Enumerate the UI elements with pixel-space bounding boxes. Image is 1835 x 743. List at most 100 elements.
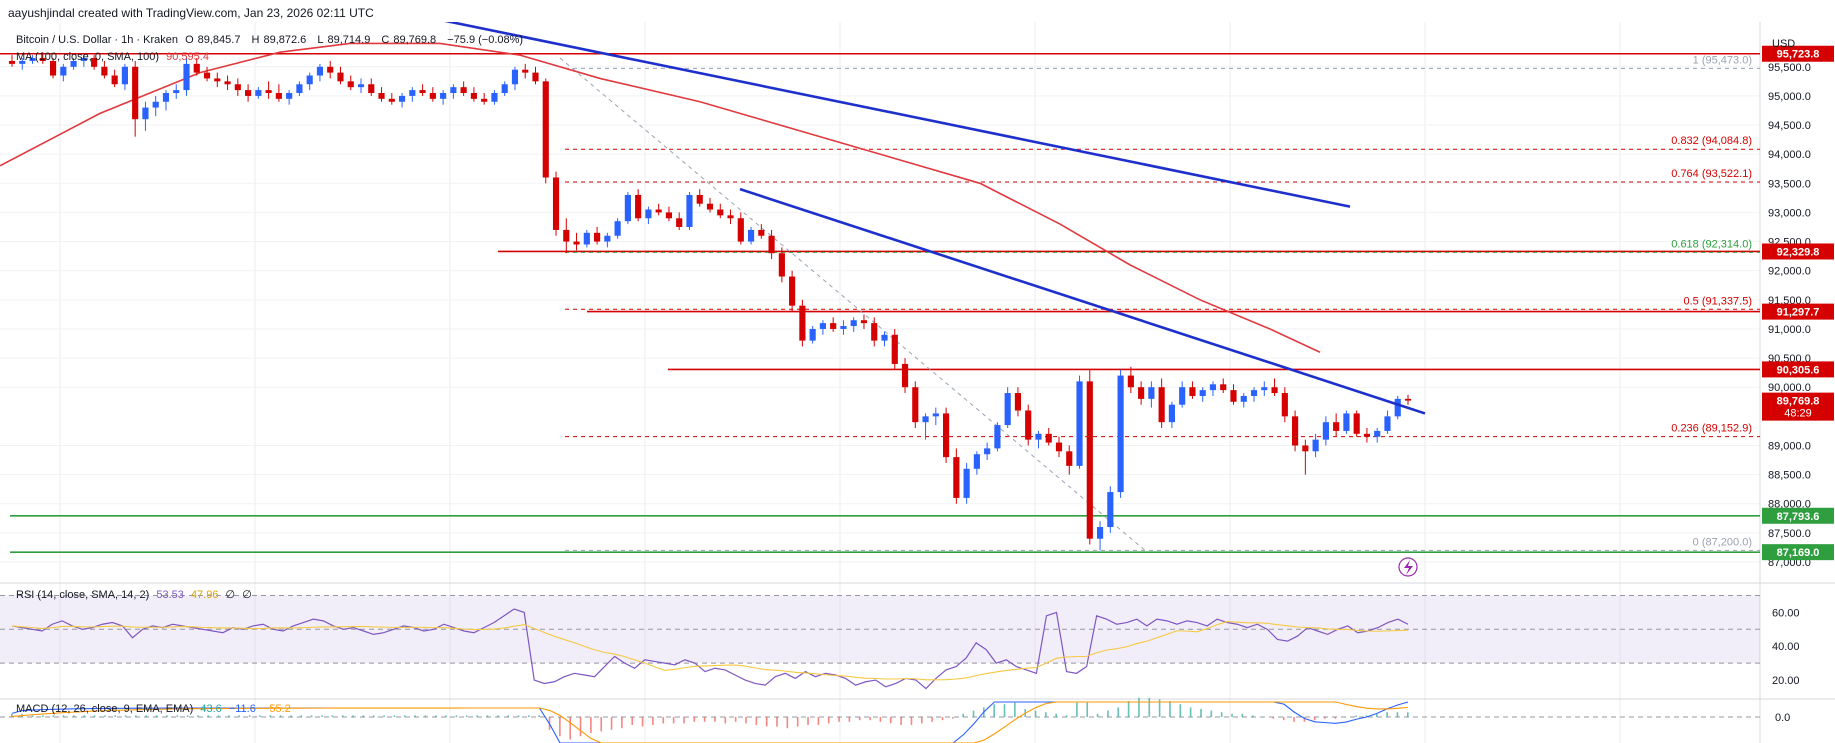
candle — [635, 189, 642, 222]
macd-hist-bar — [610, 717, 613, 730]
c-label: C — [381, 34, 390, 46]
candle — [80, 55, 87, 67]
candle — [132, 60, 139, 137]
macd-hist-bar — [207, 715, 210, 717]
macd-hist-bar — [1055, 713, 1058, 717]
candle — [511, 66, 519, 91]
price-tag-bg — [1762, 544, 1834, 561]
candle-body — [470, 93, 477, 99]
candle-body — [830, 323, 837, 329]
macd-hist-bar — [879, 717, 882, 722]
candle — [460, 81, 467, 96]
candle-body — [645, 209, 652, 219]
macd-hist-bar — [259, 715, 261, 717]
candle — [1312, 433, 1319, 458]
macd-hist-bar — [269, 715, 272, 717]
macd-hist-bar — [796, 717, 799, 727]
candle-body — [214, 78, 221, 82]
candle-body — [614, 221, 621, 236]
macd-hist-bar — [1045, 712, 1047, 717]
macd-hist-bar — [1282, 717, 1285, 721]
candle — [337, 66, 344, 85]
macd-hist-bar — [176, 715, 179, 717]
price-tag: 95,723.8 — [1762, 45, 1834, 62]
macd-hist-bar — [693, 717, 696, 722]
lightning-icon-bolt — [1404, 560, 1413, 575]
candle-body — [635, 194, 642, 219]
candle — [758, 224, 765, 239]
candle — [809, 326, 816, 344]
candle-body — [49, 60, 57, 76]
macd-hist-bar — [1117, 707, 1120, 717]
candle-body — [152, 101, 159, 108]
candle-body — [91, 58, 98, 67]
macd-hist-bar — [1324, 717, 1326, 719]
candle — [768, 229, 775, 260]
macd-hist-bar — [1386, 712, 1388, 717]
macd-hist-bar — [889, 717, 892, 724]
macd-hist-bar — [1220, 712, 1223, 717]
ohlc-o: O 89,845.7 — [185, 34, 244, 46]
candle-body — [316, 66, 324, 76]
candle — [717, 203, 724, 219]
macd-hist-bar — [1231, 713, 1233, 717]
candle-body — [511, 69, 519, 85]
candle-body — [922, 416, 929, 423]
candle — [552, 171, 560, 236]
candle-body — [552, 177, 560, 230]
rsi-sma-value: 47.96 — [190, 589, 219, 601]
macd-hist-bar — [166, 715, 168, 717]
candle-body — [183, 63, 190, 91]
candle-body — [1271, 387, 1278, 394]
rsi-v3: ∅ — [225, 589, 236, 601]
candle-body — [1302, 445, 1309, 452]
candle-body — [327, 66, 334, 73]
macd-hist-bar — [31, 715, 34, 717]
price-tick: 95,500.0 — [1768, 62, 1811, 74]
candle — [1179, 381, 1186, 408]
candle — [1363, 428, 1371, 443]
candle — [624, 192, 631, 225]
candle-body — [563, 229, 570, 242]
l-value: 89,714.9 — [327, 34, 371, 46]
candle-body — [286, 93, 293, 99]
candle-body — [665, 212, 673, 219]
candle-body — [111, 75, 118, 85]
candle — [1261, 381, 1268, 396]
candle — [440, 90, 447, 105]
candle-body — [409, 90, 416, 96]
candle — [419, 84, 426, 96]
macd-hist-bar — [1313, 717, 1316, 721]
candlesticks — [8, 52, 1412, 551]
candle — [1230, 384, 1237, 405]
macd-hist-bar — [445, 715, 447, 717]
macd-hist-bar — [1003, 704, 1006, 717]
candle — [481, 93, 488, 105]
macd-hist-bar — [579, 717, 582, 737]
macd-hist-bar — [962, 713, 964, 717]
macd-hist-bar — [528, 715, 530, 717]
rsi-label: RSI (14, close, SMA, 14, 2) — [16, 589, 150, 601]
macd-hist-bar — [310, 715, 313, 717]
macd-hist-bar — [1034, 710, 1037, 717]
macd-hist-bar — [941, 717, 944, 721]
candle-body — [481, 98, 488, 102]
price-tag-label: 95,723.8 — [1777, 49, 1820, 61]
candle-body — [994, 425, 1001, 449]
macd-hist-bar — [517, 715, 520, 717]
macd-v2: −11.6 — [228, 703, 256, 715]
ma-label: MA (100, close, 0, SMA, 100) — [16, 51, 160, 63]
candle — [388, 93, 395, 105]
candle-body — [891, 334, 898, 364]
price-tick: 91,000.0 — [1768, 324, 1811, 336]
price-tick: 88,500.0 — [1768, 470, 1811, 482]
ohlc-h: H 89,872.6 — [252, 34, 311, 46]
candle-body — [1404, 398, 1412, 401]
price-chart[interactable]: 1 (95,473.0) 0.832 (94,084.8) 0.764 (93,52… — [0, 22, 1835, 743]
candle-body — [1199, 390, 1206, 396]
price-tag: 89,769.848:29 — [1762, 392, 1834, 421]
h-value: 89,872.6 — [263, 34, 307, 46]
candle-body — [173, 90, 180, 93]
macd-hist-bar — [321, 715, 323, 717]
macd-pane — [0, 697, 1760, 743]
